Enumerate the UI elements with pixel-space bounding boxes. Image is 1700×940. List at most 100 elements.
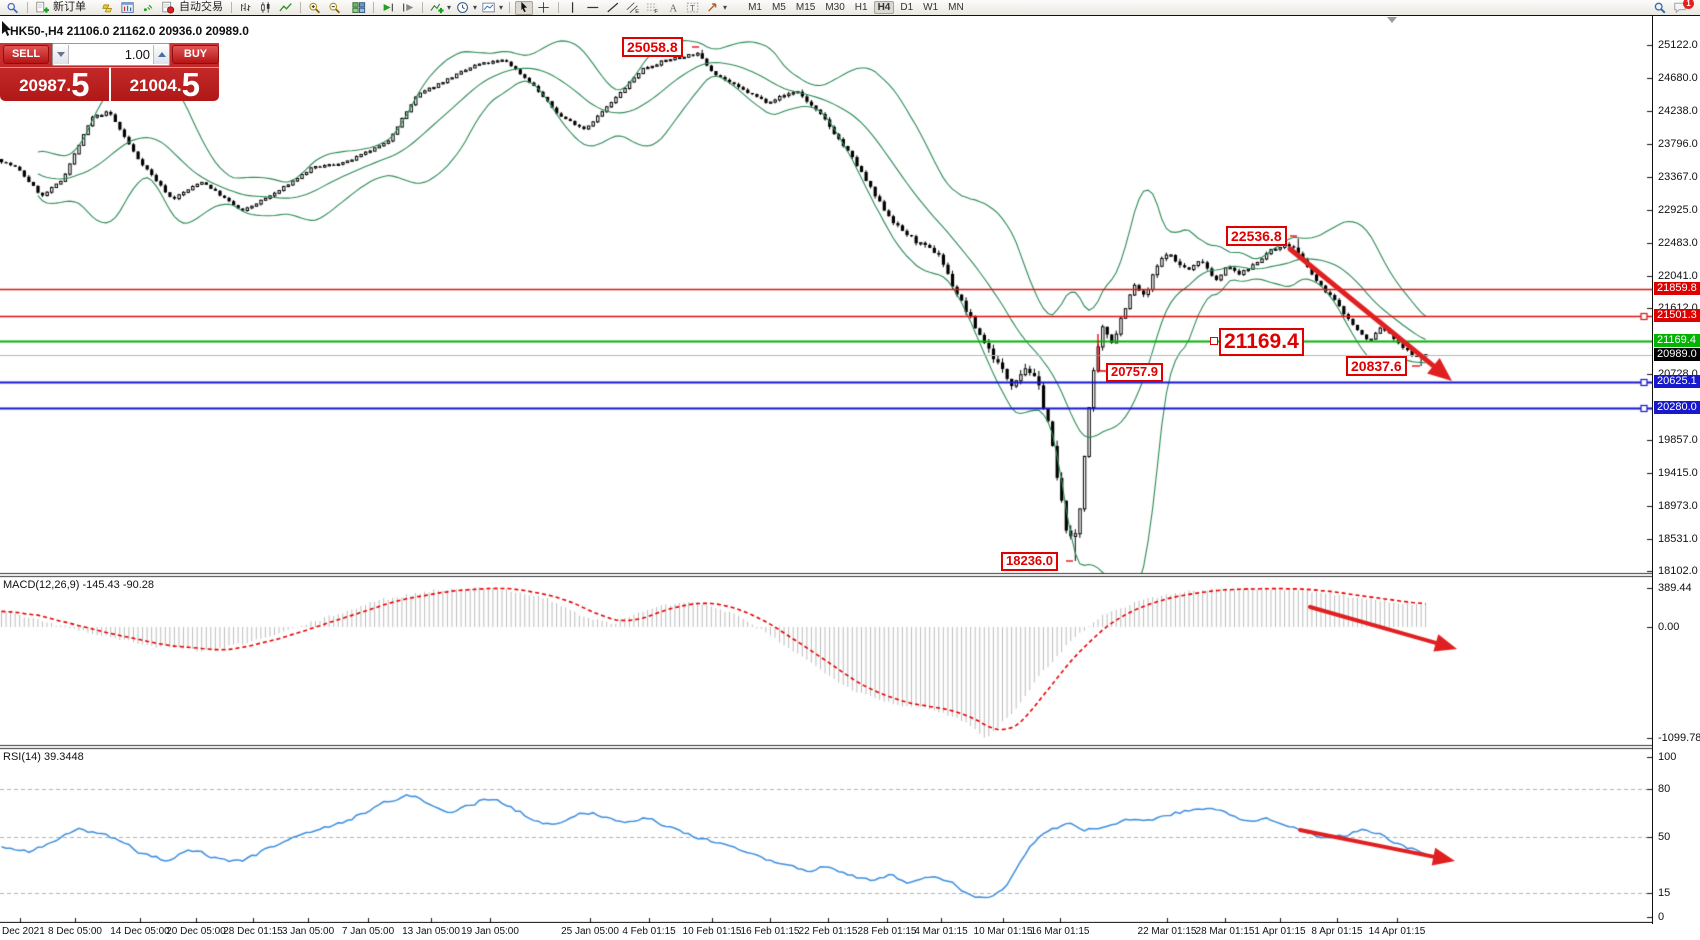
templates-icon[interactable] (480, 1, 498, 15)
toolbar-right-group: 1 (1650, 0, 1697, 15)
time-tick-label: 4 Mar 01:15 (914, 926, 968, 937)
time-tick-label: 22 Mar 01:15 (1137, 926, 1197, 937)
macd-axis-label: -1099.78 (1658, 731, 1700, 744)
tile-windows-icon[interactable] (350, 1, 368, 15)
zoom-out-icon[interactable] (326, 1, 344, 15)
volume-decrease-button[interactable] (53, 45, 69, 64)
dropdown-caret-icon[interactable]: ▾ (499, 2, 504, 12)
price-tick-label: 24680.0 (1658, 72, 1698, 85)
auto-scroll-icon[interactable] (379, 1, 397, 15)
magnifier-icon[interactable] (4, 1, 22, 15)
time-axis[interactable]: Dec 2021 8 Dec 05:00 14 Dec 05:00 20 Dec 05… (0, 924, 1652, 940)
periods-icon[interactable] (454, 1, 472, 15)
notification-badge: 1 (1683, 0, 1694, 9)
price-annotation-label[interactable]: 22536.8 (1226, 226, 1287, 247)
auto-trading-icon[interactable] (159, 1, 177, 15)
timeframe-w1-button[interactable]: W1 (923, 2, 939, 13)
time-tick-label: 28 Feb 01:15 (857, 926, 917, 937)
volume-increase-button[interactable] (153, 45, 169, 64)
toolbar: 新订单 自动交易 ▾ ▾ ▾ E F A T ▾ M1 M5 M15 M30 H1 H4 D1 W1 MN 1 (0, 0, 1700, 15)
time-tick-label: 28 Dec 01:15 (223, 926, 283, 937)
price-tick-label: 22925.0 (1658, 203, 1698, 216)
time-tick-label: 16 Feb 01:15 (740, 926, 800, 937)
candlestick-chart-icon[interactable] (257, 1, 275, 15)
signal-icon[interactable] (139, 1, 157, 15)
timeframe-m1-button[interactable]: M1 (748, 2, 762, 13)
time-tick-label: 8 Dec 05:00 (48, 926, 102, 937)
arrows-icon[interactable] (704, 1, 722, 15)
svg-text:T: T (690, 4, 695, 13)
price-annotation-label[interactable]: 18236.0 (1001, 552, 1058, 571)
sell-button[interactable]: SELL (3, 45, 49, 64)
gold-bars-icon[interactable] (99, 1, 117, 15)
new-order-icon[interactable] (33, 1, 51, 15)
buy-button[interactable]: BUY (172, 45, 219, 64)
vertical-line-icon[interactable] (564, 1, 582, 15)
timeframe-mn-button[interactable]: MN (948, 2, 964, 13)
chart-window-icon[interactable] (119, 1, 137, 15)
trade-panel-controls: SELL BUY (0, 43, 219, 66)
timeframe-m30-button[interactable]: M30 (825, 2, 845, 13)
time-tick-label: 14 Apr 01:15 (1368, 926, 1426, 937)
price-annotation-label[interactable]: 20757.9 (1106, 363, 1163, 382)
timeframe-d1-button[interactable]: D1 (900, 2, 914, 13)
toolbar-separator (558, 2, 560, 13)
time-tick-label: Dec 2021 (2, 926, 45, 937)
zoom-in-icon[interactable] (306, 1, 324, 15)
new-order-label[interactable]: 新订单 (53, 1, 86, 13)
triangle-up-icon (157, 48, 166, 57)
auto-trading-label[interactable]: 自动交易 (179, 1, 223, 13)
rsi-indicator-label: RSI(14) 39.3448 (3, 751, 84, 763)
object-selection-handle[interactable] (1210, 337, 1218, 345)
macd-axis-label: 389.44 (1658, 581, 1692, 594)
price-level-badge: 21169.4 (1654, 334, 1700, 348)
text-icon[interactable]: A (664, 1, 682, 15)
rsi-axis-label: 15 (1658, 887, 1671, 899)
chart-shift-icon[interactable] (399, 1, 417, 15)
dropdown-caret-icon[interactable]: ▾ (447, 2, 452, 12)
add-indicator-icon[interactable] (428, 1, 446, 15)
crosshair-icon[interactable] (535, 1, 553, 15)
fibonacci-icon[interactable]: F (644, 1, 662, 15)
volume-input[interactable] (69, 46, 153, 63)
toolbar-separator (373, 2, 374, 13)
time-tick-label: 25 Jan 05:00 (561, 926, 619, 937)
timeframe-h1-button[interactable]: H1 (854, 2, 868, 13)
time-tick-label: 4 Feb 01:15 (622, 926, 676, 937)
price-annotation-label[interactable]: 20837.6 (1346, 356, 1407, 377)
price-annotation-label[interactable]: 21169.4 (1219, 328, 1304, 357)
buy-price[interactable]: 21004. 5 (110, 67, 219, 101)
timeframe-m15-button[interactable]: M15 (795, 2, 816, 13)
price-tick-label: 19415.0 (1658, 466, 1698, 479)
cursor-icon[interactable] (515, 0, 534, 15)
toolbar-separator (300, 2, 301, 13)
sell-price[interactable]: 20987. 5 (0, 67, 111, 101)
rsi-axis-label: 0 (1658, 911, 1665, 923)
equidistant-channel-icon[interactable]: E (624, 1, 642, 15)
price-axis[interactable]: 25122.0 24680.0 24238.0 23796.0 23367.0 22925… (1652, 16, 1700, 924)
price-level-badge: 21501.3 (1654, 309, 1700, 323)
chart-canvas[interactable] (0, 16, 1652, 923)
price-tick-label: 19857.0 (1658, 433, 1698, 446)
search-icon[interactable] (1651, 1, 1669, 15)
text-label-icon[interactable]: T (684, 1, 702, 15)
price-annotation-label[interactable]: 25058.8 (622, 37, 683, 58)
price-tick-label: 23796.0 (1658, 138, 1698, 151)
chat-icon[interactable]: 1 (1671, 0, 1694, 15)
trendline-icon[interactable] (604, 1, 622, 15)
bar-chart-icon[interactable] (237, 1, 255, 15)
price-tick-label: 25122.0 (1658, 39, 1698, 51)
time-tick-label: 20 Dec 05:00 (166, 926, 226, 937)
volume-stepper (52, 43, 170, 66)
timeframe-m5-button[interactable]: M5 (771, 2, 786, 13)
timeframe-h4-button[interactable]: H4 (873, 1, 895, 14)
dropdown-caret-icon[interactable]: ▾ (723, 2, 728, 12)
time-tick-label: 7 Jan 05:00 (341, 926, 395, 937)
toolbar-separator (422, 2, 423, 13)
splitter-handle-icon[interactable] (1387, 17, 1397, 28)
price-tick-label: 24238.0 (1658, 105, 1698, 118)
horizontal-line-icon[interactable] (584, 1, 602, 15)
dropdown-caret-icon[interactable]: ▾ (473, 2, 478, 12)
line-chart-icon[interactable] (277, 1, 295, 15)
